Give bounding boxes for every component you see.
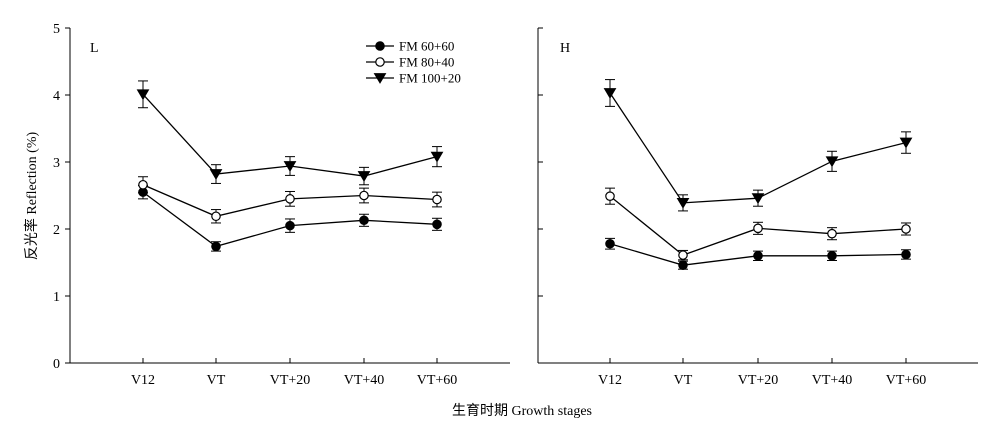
- data-point: [603, 88, 617, 99]
- data-point: [432, 194, 442, 205]
- legend-label: FM 60+60: [399, 39, 454, 54]
- series-line: [609, 92, 907, 204]
- data-point: [211, 241, 221, 252]
- data-point: [605, 191, 615, 201]
- y-tick-label: 5: [53, 22, 60, 37]
- data-point: [753, 223, 763, 234]
- legend-label: FM 80+40: [399, 55, 454, 70]
- data-point: [136, 89, 150, 101]
- y-tick-label: 1: [53, 290, 60, 305]
- series-H-2: [605, 187, 911, 261]
- data-point: [753, 251, 763, 261]
- legend-marker: [375, 41, 385, 51]
- data-point: [211, 211, 221, 222]
- series-H-3: [603, 79, 913, 212]
- data-point: [359, 190, 369, 201]
- data-point: [432, 219, 442, 230]
- data-point: [605, 238, 615, 249]
- legend-entry: FM 80+40: [366, 55, 454, 70]
- data-point: [359, 215, 369, 226]
- x-tick-label: VT+60: [417, 373, 458, 388]
- data-point: [901, 224, 911, 234]
- legend-marker: [375, 57, 385, 67]
- legend-entry: FM 60+60: [366, 39, 454, 54]
- series-L-2: [138, 176, 442, 224]
- data-point: [676, 197, 690, 209]
- x-tick-label: VT+20: [738, 373, 779, 388]
- series-L-3: [136, 80, 444, 186]
- data-point: [899, 137, 913, 149]
- x-tick-label: V12: [598, 373, 622, 388]
- x-tick-label: VT+60: [886, 373, 927, 388]
- y-axis-title: 反光率 Reflection (%): [23, 132, 40, 261]
- x-tick-label: VT+40: [344, 373, 385, 388]
- data-point: [827, 251, 837, 261]
- y-tick-label: 0: [53, 357, 60, 372]
- panel-L: 0 1 2 3 4 5 V12 VT VT+20 VT+40 VT+60 L: [53, 22, 510, 388]
- data-point: [751, 193, 765, 205]
- data-point: [825, 156, 839, 168]
- data-point: [285, 220, 295, 231]
- legend-marker: [373, 73, 387, 84]
- data-point: [209, 169, 223, 180]
- panel-label: H: [560, 41, 570, 56]
- data-point: [678, 250, 688, 260]
- x-tick-label: VT+40: [812, 373, 853, 388]
- data-point: [285, 194, 295, 204]
- data-point: [283, 161, 297, 172]
- data-point: [138, 179, 148, 190]
- y-tick-label: 4: [53, 89, 60, 104]
- panel-label: L: [90, 41, 99, 56]
- legend-label: FM 100+20: [399, 71, 461, 86]
- data-point: [357, 171, 371, 183]
- data-point: [901, 249, 911, 260]
- x-axis-title: 生育时期 Growth stages: [452, 403, 592, 419]
- x-tick-label: VT: [674, 373, 693, 388]
- panel-H: V12 VT VT+20 VT+40 VT+60 H: [537, 27, 978, 388]
- x-tick-label: VT+20: [270, 373, 311, 388]
- y-tick-label: 3: [53, 156, 60, 171]
- x-tick-label: VT: [207, 373, 226, 388]
- y-tick-label: 2: [53, 223, 60, 238]
- legend-entry: FM 100+20: [366, 71, 461, 86]
- data-point: [430, 151, 444, 163]
- data-point: [827, 228, 837, 239]
- x-tick-label: V12: [131, 373, 155, 388]
- data-point: [678, 260, 688, 270]
- series-H-1: [605, 237, 911, 270]
